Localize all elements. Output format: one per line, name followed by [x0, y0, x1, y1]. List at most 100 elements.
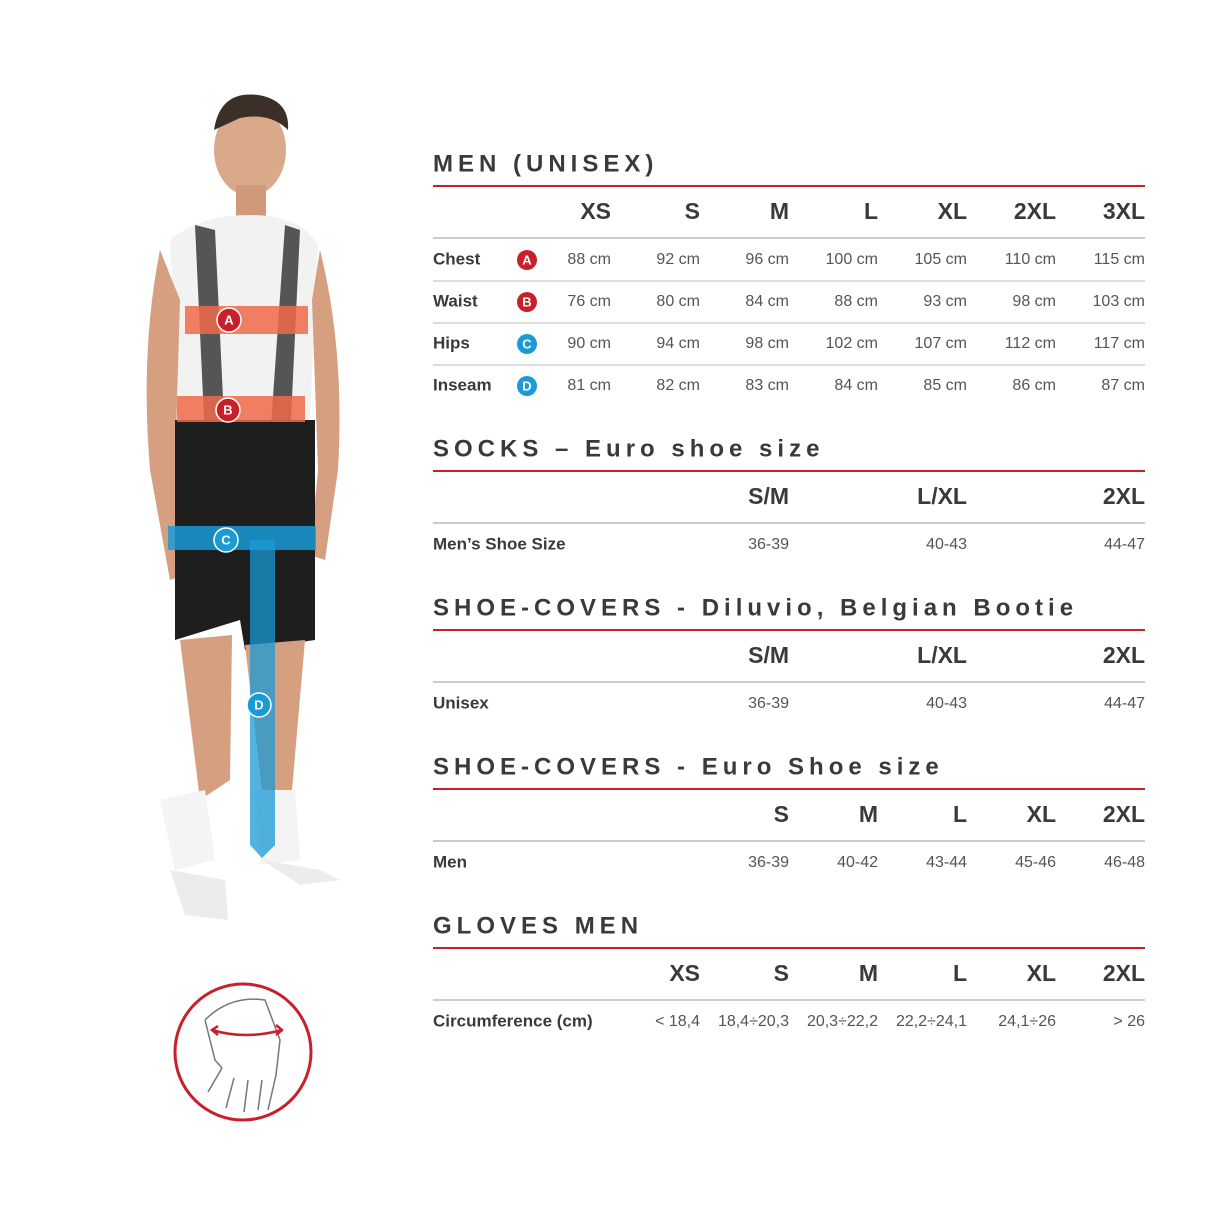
row-label: Men’s Shoe Size [433, 534, 566, 553]
cell: 82 cm [656, 377, 700, 394]
column-header: 2XL [1103, 483, 1145, 509]
cell: 84 cm [745, 293, 789, 310]
figure-badges: A B C D [213, 307, 272, 718]
figure-badge-letter: D [254, 697, 263, 712]
column-header: XL [938, 198, 967, 224]
cell: 87 cm [1101, 377, 1145, 394]
badge-letter: D [522, 378, 531, 393]
cell: 83 cm [745, 377, 789, 394]
badge [517, 250, 537, 270]
column-header: 2XL [1103, 960, 1145, 986]
cell: 105 cm [915, 251, 967, 268]
cell: 76 cm [567, 293, 611, 310]
cell: > 26 [1113, 1013, 1145, 1030]
section-title: SHOE-COVERS - Euro Shoe size [433, 753, 944, 780]
column-header: S [774, 960, 789, 986]
cell: 94 cm [656, 335, 700, 352]
row-label: Waist [433, 291, 478, 310]
badge [517, 376, 537, 396]
cell: 81 cm [567, 377, 611, 394]
column-header: L/XL [917, 642, 967, 668]
figure-badge [215, 397, 241, 423]
figure-badge [213, 527, 239, 553]
cell: 86 cm [1012, 377, 1056, 394]
figure-badge-letter: A [224, 312, 234, 327]
column-header: L [953, 960, 967, 986]
cell: 44-47 [1104, 695, 1145, 712]
cell: 22,2÷24,1 [896, 1013, 967, 1030]
column-header: XS [669, 960, 700, 986]
badge [517, 334, 537, 354]
cell: 44-47 [1104, 536, 1145, 553]
column-header: 2XL [1103, 801, 1145, 827]
column-header: 2XL [1014, 198, 1056, 224]
cell: 98 cm [1012, 293, 1056, 310]
badge-letter: C [522, 336, 532, 351]
cell: 98 cm [745, 335, 789, 352]
cell: < 18,4 [655, 1013, 700, 1030]
cell: 103 cm [1093, 293, 1145, 310]
cell: 117 cm [1094, 335, 1145, 352]
cell: 84 cm [834, 377, 878, 394]
cell: 102 cm [826, 335, 878, 352]
model-figure [146, 94, 340, 920]
cell: 88 cm [834, 293, 878, 310]
figure-badge-letter: C [221, 532, 231, 547]
cell: 43-44 [926, 854, 967, 871]
column-header: M [859, 801, 878, 827]
column-header: XL [1027, 801, 1056, 827]
glove-icon [173, 982, 313, 1122]
cell: 88 cm [567, 251, 611, 268]
column-header: S/M [748, 483, 789, 509]
column-header: M [859, 960, 878, 986]
column-header: 3XL [1103, 198, 1145, 224]
column-header: XS [580, 198, 611, 224]
column-header: XL [1027, 960, 1056, 986]
cell: 110 cm [1005, 251, 1056, 268]
cell: 40-42 [837, 854, 878, 871]
column-header: S [774, 801, 789, 827]
cell: 18,4÷20,3 [718, 1013, 789, 1030]
column-header: S/M [748, 642, 789, 668]
cell: 36-39 [748, 536, 789, 553]
cell: 96 cm [745, 251, 789, 268]
cell: 36-39 [748, 854, 789, 871]
column-header: L [953, 801, 967, 827]
cell: 115 cm [1094, 251, 1145, 268]
cell: 90 cm [567, 335, 611, 352]
row-label: Men [433, 852, 467, 871]
cell: 20,3÷22,2 [807, 1013, 878, 1030]
section-title: SOCKS – Euro shoe size [433, 435, 824, 462]
section-title: SHOE-COVERS - Diluvio, Belgian Bootie [433, 594, 1078, 621]
cell: 93 cm [923, 293, 967, 310]
cell: 46-48 [1104, 854, 1145, 871]
badge [517, 292, 537, 312]
figure-badge [216, 307, 242, 333]
column-header: S [685, 198, 700, 224]
cell: 24,1÷26 [998, 1013, 1056, 1030]
row-label: Circumference (cm) [433, 1011, 593, 1030]
row-label: Unisex [433, 693, 489, 712]
row-label: Chest [433, 249, 481, 268]
column-header: 2XL [1103, 642, 1145, 668]
figure-badge [246, 692, 272, 718]
cell: 36-39 [748, 695, 789, 712]
section-title: GLOVES MEN [433, 912, 643, 939]
cell: 40-43 [926, 536, 967, 553]
section-title: MEN (UNISEX) [433, 150, 658, 177]
cell: 80 cm [656, 293, 700, 310]
figure-badge-letter: B [223, 402, 232, 417]
badge-letter: A [522, 252, 532, 267]
row-label: Hips [433, 333, 470, 352]
column-header: L/XL [917, 483, 967, 509]
cell: 100 cm [826, 251, 878, 268]
cell: 45-46 [1015, 854, 1056, 871]
cell: 85 cm [923, 377, 967, 394]
row-label: Inseam [433, 375, 492, 394]
cell: 107 cm [915, 335, 967, 352]
cell: 92 cm [656, 251, 700, 268]
column-header: M [770, 198, 789, 224]
cell: 40-43 [926, 695, 967, 712]
column-header: L [864, 198, 878, 224]
